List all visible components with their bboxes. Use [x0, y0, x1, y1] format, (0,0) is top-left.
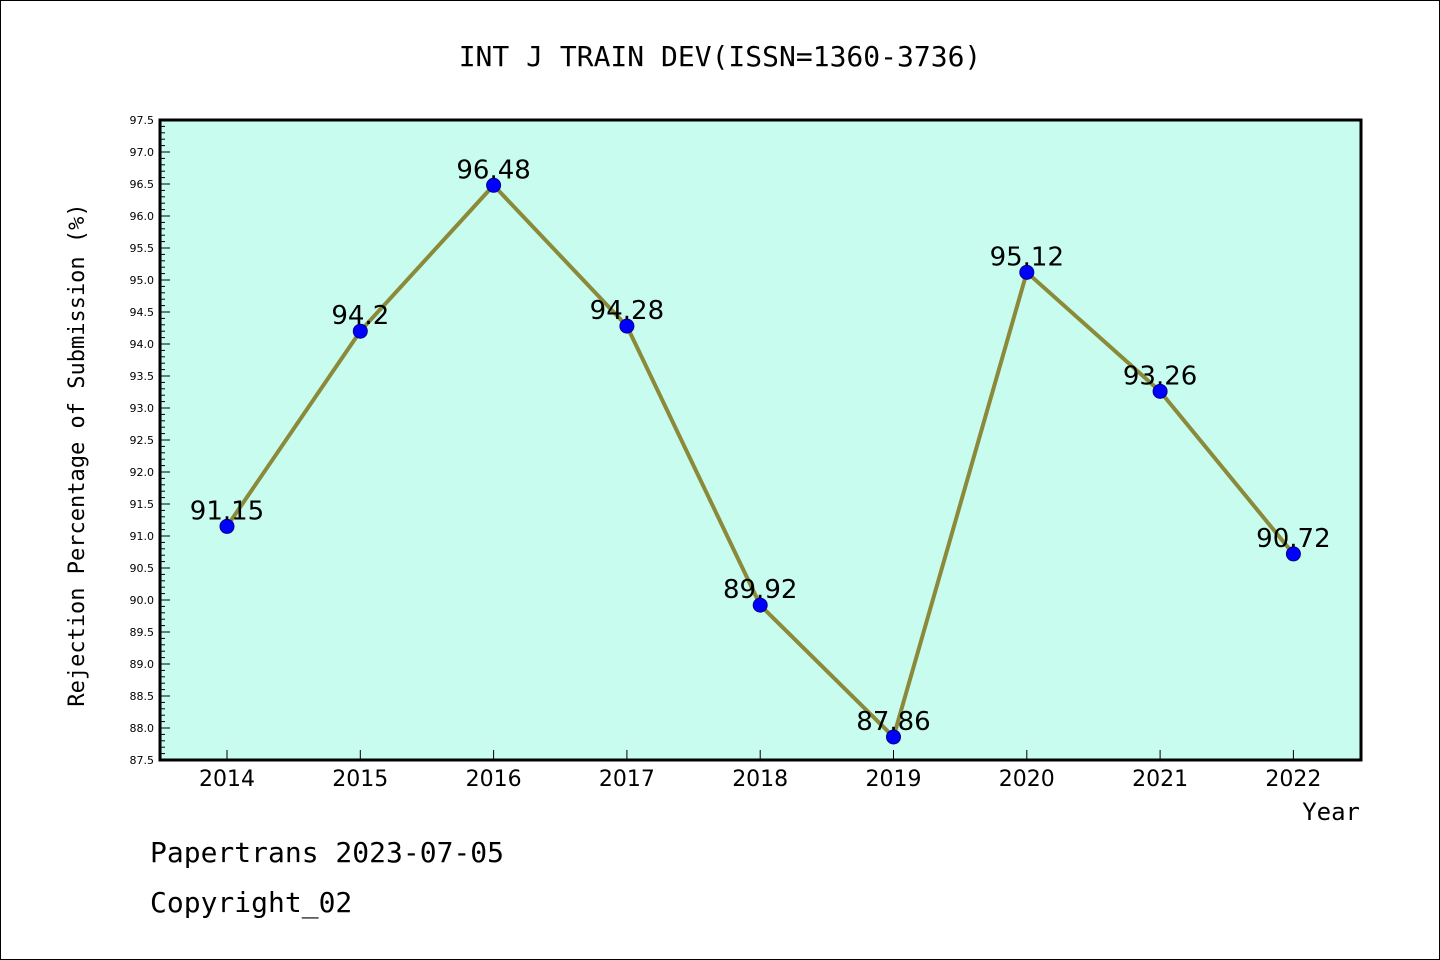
- y-tick-label: 97.5: [130, 114, 155, 127]
- data-markers: [219, 177, 1301, 745]
- y-tick-label: 96.5: [130, 178, 155, 191]
- data-label: 96.48: [456, 155, 530, 185]
- y-tick-label: 93.5: [130, 370, 155, 383]
- x-tick-label: 2015: [332, 767, 388, 792]
- y-tick-label: 92.0: [130, 466, 155, 479]
- footer-copyright: Copyright_02: [150, 886, 353, 919]
- y-tick-label: 91.0: [130, 530, 155, 543]
- data-point-2015: [352, 323, 368, 339]
- footer-date: Papertrans 2023-07-05: [150, 836, 505, 869]
- y-tick-label: 95.5: [130, 242, 155, 255]
- x-tick-label: 2016: [466, 767, 522, 792]
- x-tick-label: 2020: [999, 767, 1055, 792]
- y-tick-label: 89.0: [130, 658, 155, 671]
- x-axis-label: Year: [1302, 798, 1360, 826]
- y-tick-label: 90.0: [130, 594, 155, 607]
- data-point-2020: [1019, 264, 1035, 280]
- x-axis: 2014 2015 2016 2017 2018 2019 2020 2021 2022: [199, 750, 1321, 792]
- data-point-2019: [886, 729, 901, 745]
- y-tick-label: 91.5: [130, 498, 155, 511]
- chart-title: INT J TRAIN DEV(ISSN=1360-3736): [459, 40, 982, 73]
- y-tick-label: 89.5: [130, 626, 155, 639]
- x-tick-label: 2014: [199, 767, 255, 792]
- data-labels: 91.15 94.2 96.48 94.28 89.92 87.86 95.12 93.26 9…: [190, 155, 1331, 737]
- data-point-2017: [619, 318, 635, 334]
- data-label: 94.28: [590, 296, 664, 326]
- y-tick-label: 94.0: [130, 338, 155, 351]
- y-axis-label: Rejection Percentage of Submission (%): [65, 203, 90, 706]
- data-label: 93.26: [1123, 361, 1197, 391]
- data-point-2016: [486, 177, 502, 193]
- data-point-2021: [1152, 383, 1168, 399]
- data-label: 90.72: [1256, 524, 1330, 554]
- x-tick-label: 2017: [599, 767, 655, 792]
- x-tick-label: 2018: [732, 767, 788, 792]
- y-tick-label: 92.5: [130, 434, 155, 447]
- y-tick-label: 90.5: [130, 562, 155, 575]
- data-label: 91.15: [190, 496, 264, 526]
- y-tick-label: 88.0: [130, 722, 155, 735]
- x-tick-label: 2022: [1265, 767, 1321, 792]
- data-point-2022: [1285, 546, 1301, 562]
- x-tick-label: 2021: [1132, 767, 1188, 792]
- y-tick-label: 94.5: [130, 306, 155, 319]
- y-tick-label: 87.5: [130, 754, 155, 767]
- data-label: 87.86: [856, 707, 930, 737]
- y-tick-label: 95.0: [130, 274, 155, 287]
- y-tick-label: 97.0: [130, 146, 155, 159]
- y-axis: 87.5 88.0 88.5 89.0 89.5 90.0 90.5 91.0 91.5 92.0…: [130, 114, 170, 767]
- data-point-2014: [219, 518, 235, 534]
- data-point-2018: [752, 597, 768, 613]
- data-label: 94.2: [331, 301, 389, 331]
- x-tick-label: 2019: [866, 767, 922, 792]
- data-label: 95.12: [990, 242, 1064, 272]
- y-tick-label: 96.0: [130, 210, 155, 223]
- y-tick-label: 88.5: [130, 690, 155, 703]
- y-tick-label: 93.0: [130, 402, 155, 415]
- plot-area: [158, 118, 1363, 762]
- data-label: 89.92: [723, 575, 797, 605]
